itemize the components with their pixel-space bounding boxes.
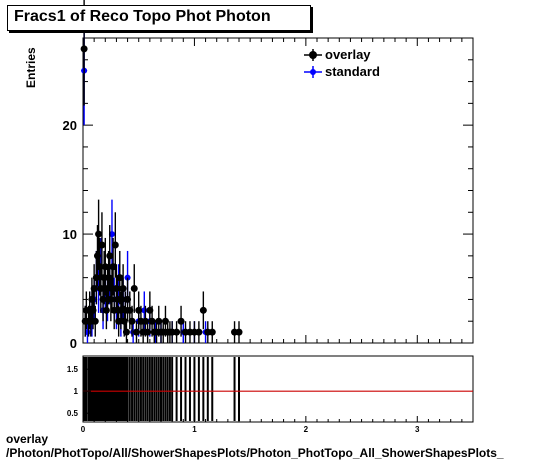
standard-point [108, 231, 115, 238]
overlay-point [132, 328, 140, 336]
overlay-point [144, 328, 152, 336]
overlay-point [98, 241, 106, 249]
ratio-x-tick-label: 0 [81, 425, 86, 434]
y-tick-label: 0 [70, 336, 77, 351]
overlay-point [112, 285, 120, 293]
ratio-y-tick-label: 1 [74, 387, 79, 396]
overlay-point [130, 285, 138, 293]
overlay-point [80, 45, 88, 53]
legend-overlay-label: overlay [325, 47, 371, 62]
legend-overlay-marker [309, 51, 317, 59]
overlay-point [99, 295, 107, 303]
overlay-point [128, 317, 136, 325]
overlay-point [106, 252, 114, 260]
chart-title: Fracs1 of Reco Topo Phot Photon [14, 8, 271, 25]
overlay-point [92, 274, 100, 282]
overlay-point [107, 295, 115, 303]
ratio-plot-frame [82, 355, 474, 423]
legend-standard-label: standard [325, 64, 380, 79]
ratio-x-tick-label: 1 [192, 425, 197, 434]
ratio-y-tick-label: 1.5 [67, 365, 79, 374]
main-plot-frame [82, 37, 474, 344]
overlay-point [111, 241, 119, 249]
y-tick-label: 10 [63, 227, 77, 242]
overlay-point [177, 317, 185, 325]
y-tick-label: 20 [63, 118, 77, 133]
ratio-y-tick-label: 0.5 [67, 409, 79, 418]
ratio-x-tick-label: 2 [304, 425, 309, 434]
overlay-point [95, 230, 103, 238]
y-axis-label: Entries [24, 47, 38, 88]
overlay-point [235, 328, 243, 336]
footer-line1: overlay [6, 432, 49, 446]
overlay-point [119, 285, 127, 293]
ratio-x-tick-label: 3 [415, 425, 420, 434]
overlay-point [195, 328, 203, 336]
overlay-point [91, 317, 99, 325]
footer-line2: /Photon/PhotTopo/All/ShowerShapesPlots/P… [6, 446, 504, 460]
legend-standard-marker [310, 69, 316, 75]
overlay-point [199, 306, 207, 314]
overlay-point [122, 328, 130, 336]
overlay-point [102, 306, 110, 314]
overlay-point [173, 328, 181, 336]
title-box: Fracs1 of Reco Topo Phot Photon [7, 5, 311, 31]
overlay-point [208, 328, 216, 336]
